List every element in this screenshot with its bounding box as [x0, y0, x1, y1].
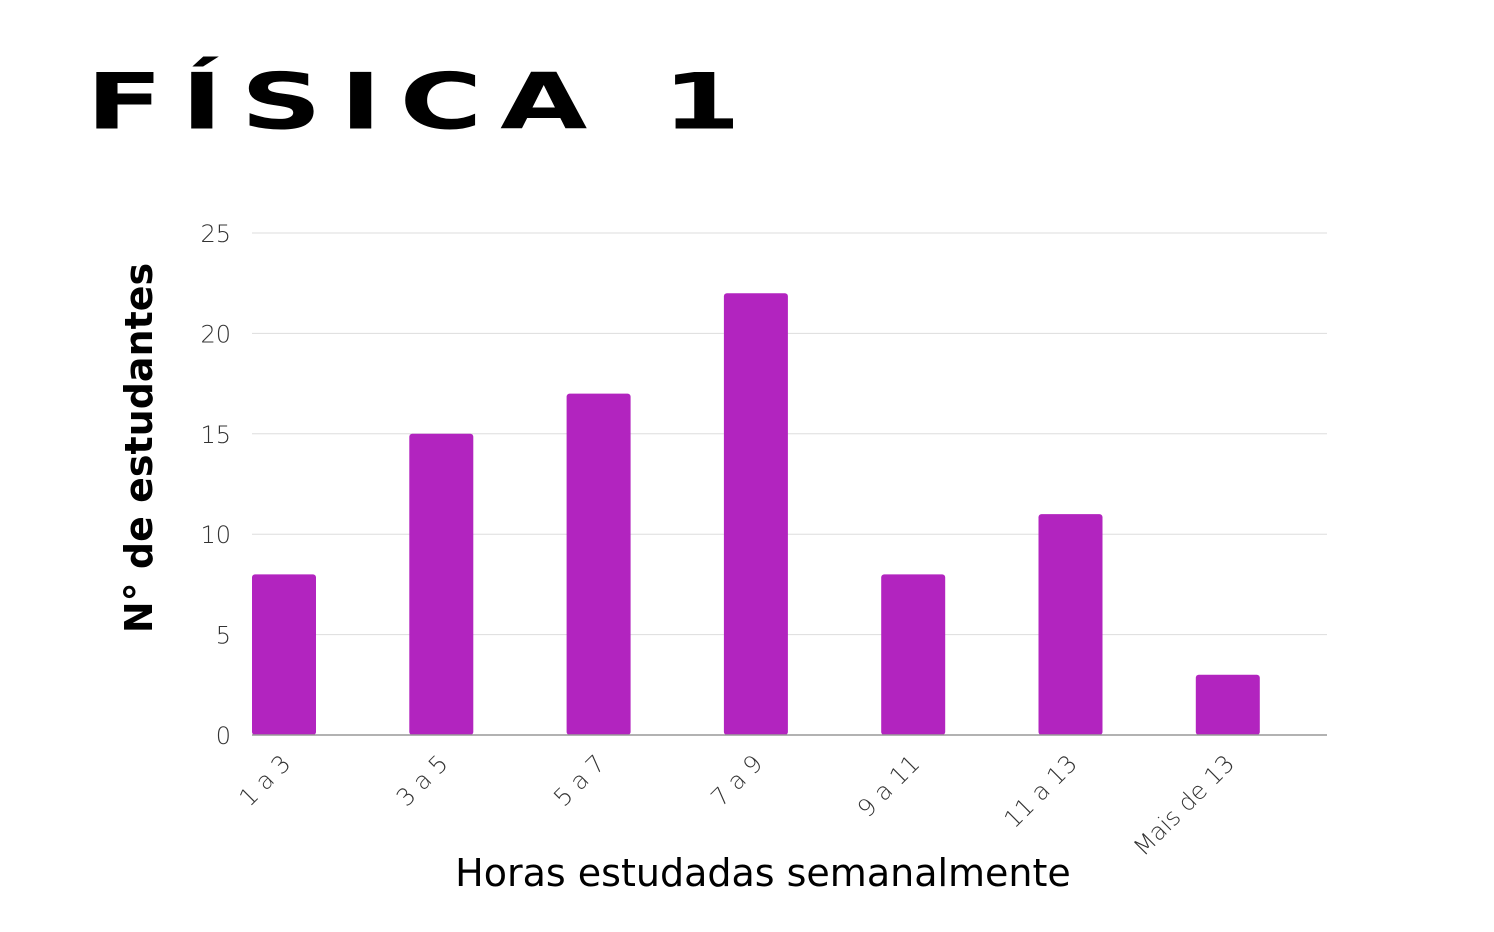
- bars: [252, 293, 1260, 735]
- x-tick-label: 11 a 13: [999, 749, 1083, 833]
- bar: [566, 393, 631, 735]
- x-tick-label: 9 a 11: [852, 749, 925, 822]
- bar: [409, 433, 474, 735]
- y-tick-label: 10: [200, 521, 231, 549]
- x-tick-label: 3 a 5: [391, 749, 454, 812]
- y-tick-label: 20: [200, 320, 231, 348]
- x-tick-label: 7 a 9: [706, 749, 769, 812]
- x-axis-title: Horas estudadas semanalmente: [455, 851, 1071, 895]
- y-tick-label: 25: [200, 220, 231, 248]
- page-title: FÍSICA 1: [86, 56, 759, 147]
- x-tick-labels: 1 a 3 3 a 5 5 a 7 7 a 9 9 a 11 11 a 13 Mais de…: [234, 749, 1240, 861]
- bar: [723, 293, 788, 735]
- x-tick-label: 1 a 3: [234, 749, 297, 812]
- x-tick-label: 5 a 7: [548, 749, 611, 812]
- y-axis-title: N° de estudantes: [117, 263, 161, 633]
- y-tick-label: 0: [216, 722, 231, 750]
- bar: [252, 574, 316, 735]
- y-tick-label: 15: [200, 421, 231, 449]
- x-tick-label: Mais de 13: [1128, 749, 1240, 861]
- y-tick-labels: 0 5 10 15 20 25: [200, 220, 231, 750]
- bar: [881, 574, 946, 735]
- y-tick-label: 5: [216, 622, 231, 650]
- bar: [1038, 514, 1103, 735]
- bar: [1195, 674, 1260, 735]
